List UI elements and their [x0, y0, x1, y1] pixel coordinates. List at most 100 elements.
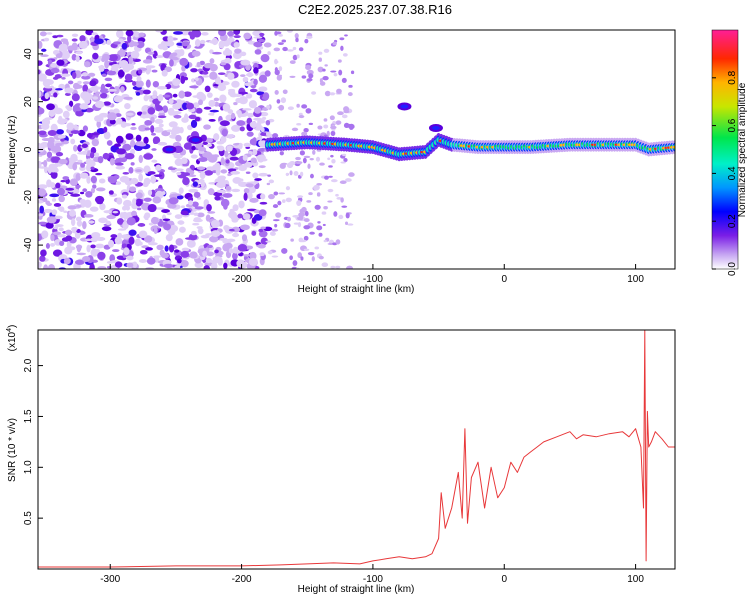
snr-y-tick-label-1: 1.0 — [23, 460, 34, 474]
noise-speckle-1219 — [129, 41, 139, 47]
noise-speckle-1109 — [202, 75, 210, 78]
noise-speckle-1394 — [107, 176, 117, 184]
noise-speckle-670 — [128, 167, 134, 174]
sparse-speckle-1745 — [300, 256, 304, 261]
noise-speckle-1229 — [198, 157, 208, 163]
noise-speckle-1181 — [229, 156, 239, 161]
sparse-speckle-1568 — [291, 127, 299, 132]
noise-speckle-1200 — [64, 246, 73, 255]
noise-speckle-1364 — [116, 117, 123, 125]
noise-speckle-476 — [73, 144, 78, 152]
noise-speckle-814 — [131, 122, 136, 126]
noise-speckle-737 — [58, 83, 66, 90]
sparse-speckle-1686 — [274, 30, 278, 36]
sparse-speckle-1600 — [318, 51, 323, 55]
snr-plot-area — [38, 330, 675, 569]
noise-speckle-427 — [258, 86, 268, 92]
noise-speckle-1353 — [89, 86, 98, 92]
sparse-speckle-1669 — [313, 184, 320, 191]
noise-speckle-1215 — [83, 214, 94, 218]
noise-speckle-1110 — [90, 166, 95, 170]
noise-speckle-195 — [109, 254, 116, 263]
noise-speckle-1355 — [145, 247, 154, 251]
noise-speckle-1474 — [130, 50, 140, 59]
noise-speckle-1235 — [89, 80, 97, 87]
noise-speckle-371 — [214, 195, 221, 201]
noise-speckle-779 — [46, 157, 52, 162]
noise-speckle-1252 — [132, 80, 137, 86]
noise-speckle-495 — [182, 177, 190, 186]
noise-speckle-94 — [196, 212, 205, 218]
noise-speckle-926 — [77, 80, 82, 85]
noise-speckle-680 — [217, 257, 223, 266]
noise-speckle-1011 — [245, 146, 251, 149]
noise-speckle-1452 — [138, 142, 147, 147]
noise-speckle-1218 — [188, 114, 197, 120]
sparse-speckle-1737 — [335, 265, 341, 269]
noise-speckle-1170 — [146, 257, 156, 265]
noise-speckle-1086 — [109, 158, 115, 166]
noise-speckle-605 — [143, 94, 149, 102]
noise-speckle-286 — [190, 78, 196, 83]
side-blob-core-2447 — [400, 104, 409, 109]
noise-speckle-966 — [143, 136, 149, 144]
noise-speckle-254 — [246, 191, 253, 200]
noise-speckle-486 — [75, 110, 84, 117]
noise-speckle-886 — [260, 237, 268, 246]
sparse-speckle-1731 — [316, 225, 323, 231]
noise-speckle-1343 — [39, 31, 47, 37]
noise-speckle-1082 — [207, 244, 213, 249]
noise-speckle-1319 — [260, 127, 265, 133]
noise-speckle-1325 — [151, 132, 156, 136]
noise-speckle-211 — [130, 162, 135, 166]
noise-speckle-1402 — [108, 54, 118, 62]
noise-speckle-1268 — [169, 224, 179, 233]
noise-speckle-1160 — [176, 258, 182, 264]
noise-speckle-1456 — [92, 52, 99, 60]
noise-speckle-802 — [238, 181, 248, 187]
sparse-speckle-1648 — [316, 183, 322, 186]
noise-speckle-335 — [60, 138, 65, 142]
noise-speckle-870 — [150, 216, 159, 225]
noise-speckle-1380 — [66, 122, 75, 131]
noise-speckle-1345 — [121, 42, 128, 50]
sparse-speckle-1723 — [298, 212, 306, 217]
noise-speckle-1198 — [68, 158, 79, 162]
snr-x-tick-label-3: 0 — [501, 574, 507, 585]
noise-speckle-535 — [79, 35, 86, 43]
noise-speckle-1237 — [198, 146, 207, 152]
noise-speckle-1484 — [168, 121, 178, 128]
noise-speckle-987 — [47, 130, 57, 136]
noise-speckle-1063 — [56, 59, 65, 66]
noise-speckle-728 — [77, 159, 83, 163]
sparse-speckle-1563 — [276, 99, 281, 104]
snr-x-tick-label-4: 100 — [627, 574, 644, 585]
noise-speckle-952 — [71, 33, 79, 38]
noise-speckle-792 — [71, 93, 80, 102]
noise-speckle-743 — [112, 61, 117, 65]
noise-speckle-1261 — [125, 133, 134, 140]
noise-speckle-1149 — [216, 78, 222, 85]
noise-speckle-1446 — [158, 110, 165, 113]
sparse-speckle-1719 — [268, 179, 275, 184]
noise-speckle-1117 — [58, 195, 65, 203]
noise-speckle-105 — [206, 251, 214, 257]
noise-speckle-1286 — [239, 64, 245, 69]
noise-speckle-729 — [172, 103, 182, 110]
spectrogram-y-tick-label-4: 40 — [23, 48, 34, 60]
noise-speckle-406 — [183, 142, 193, 150]
sparse-speckle-1551 — [331, 179, 338, 183]
noise-speckle-1470 — [96, 200, 103, 205]
noise-speckle-883 — [71, 226, 78, 232]
noise-speckle-843 — [207, 188, 215, 196]
noise-speckle-902 — [62, 118, 68, 124]
noise-speckle-127 — [200, 234, 210, 239]
noise-speckle-996 — [78, 40, 88, 49]
noise-speckle-1437 — [196, 166, 206, 171]
noise-speckle-1166 — [57, 134, 66, 139]
noise-speckle-1411 — [242, 78, 248, 83]
noise-speckle-1463 — [89, 151, 95, 159]
sparse-speckle-1647 — [281, 248, 288, 254]
noise-speckle-969 — [175, 134, 182, 142]
noise-speckle-1090 — [103, 126, 108, 133]
